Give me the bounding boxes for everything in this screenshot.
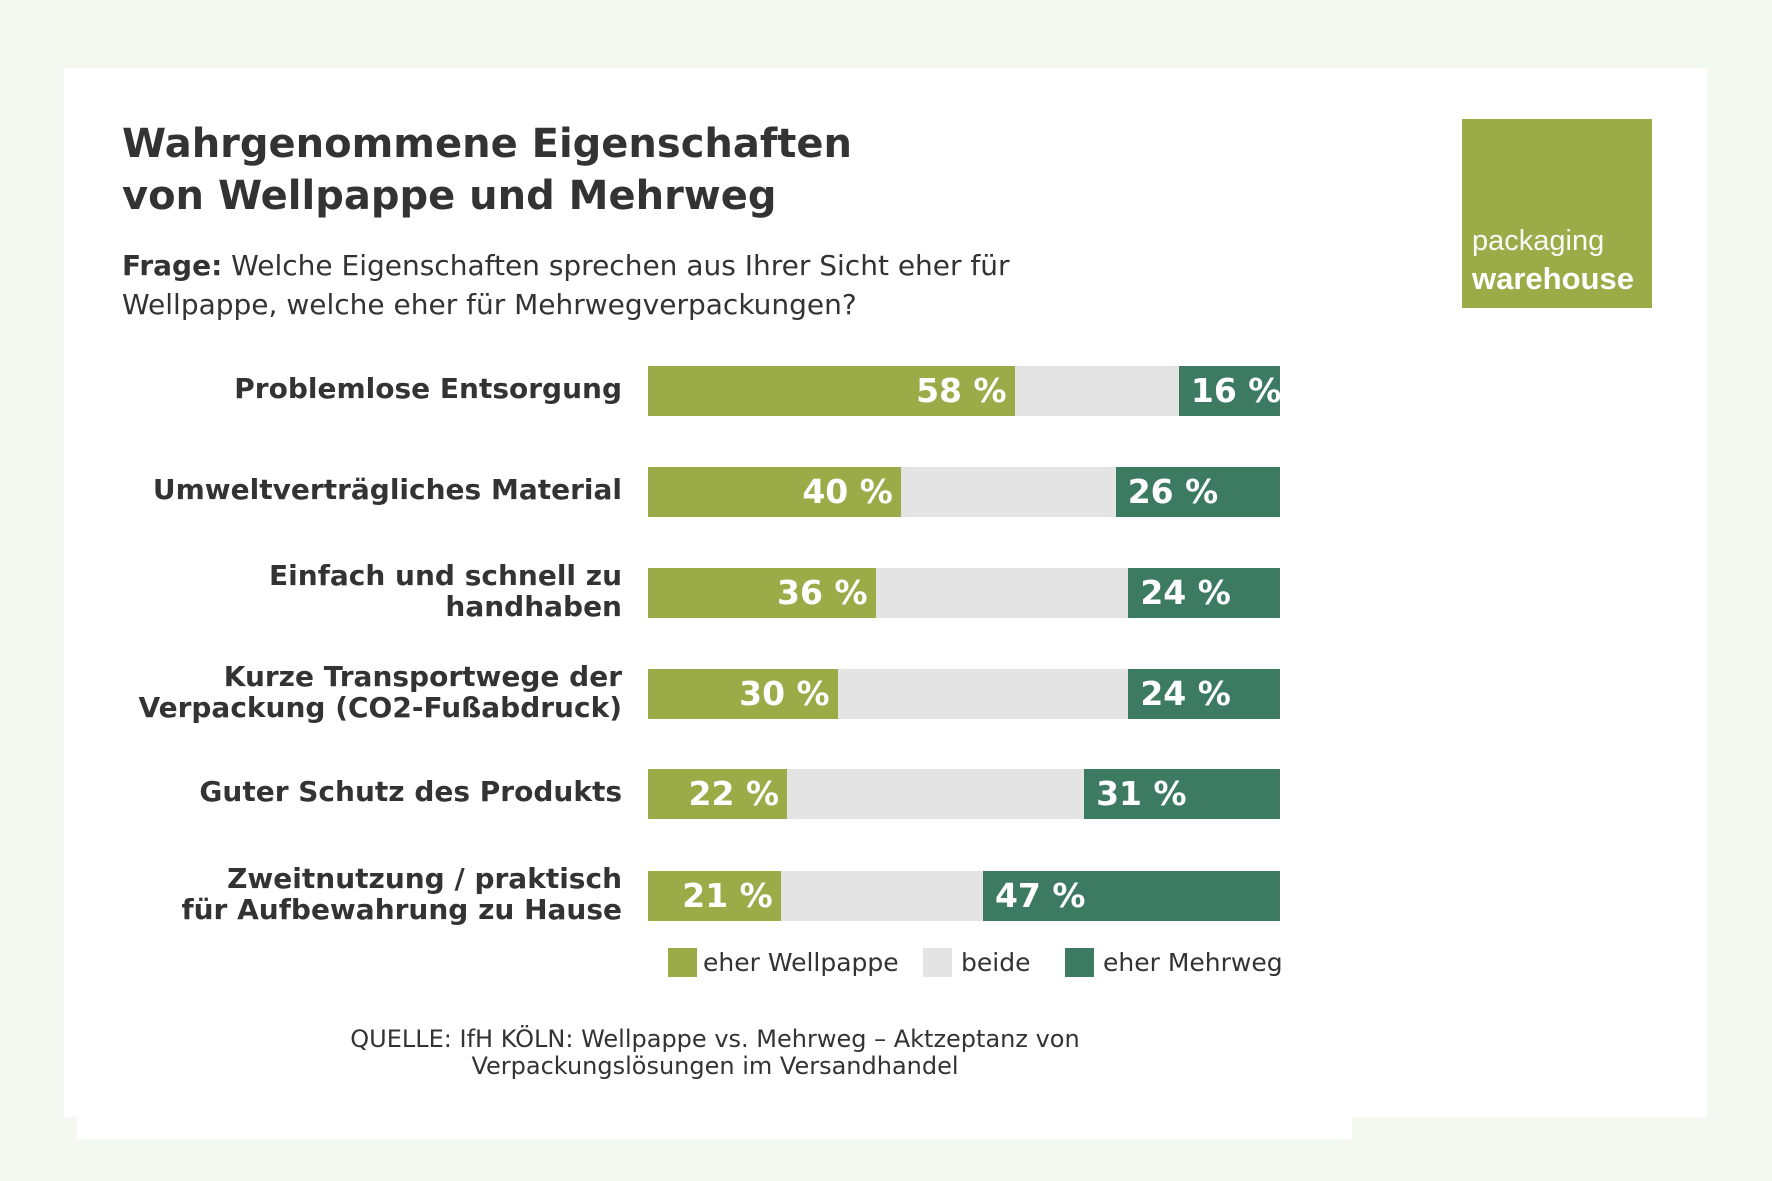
- question-text-2: Wellpappe, welche eher für Mehrwegverpac…: [122, 288, 857, 321]
- category-label: Problemlose Entsorgung: [234, 372, 622, 405]
- title-line-2: von Wellpappe und Mehrweg: [122, 173, 777, 219]
- bar-segment-mehrweg: 26 %: [1115, 467, 1280, 517]
- data-label-mehrweg: 16 %: [1190, 371, 1282, 410]
- legend-item-beide: beide: [923, 948, 1030, 977]
- source-note: QUELLE: IfH KÖLN: Wellpappe vs. Mehrweg …: [300, 1026, 1130, 1080]
- logo-line-2: warehouse: [1472, 261, 1634, 296]
- data-label-wellpappe: 30 %: [739, 674, 830, 713]
- bar-segment-wellpappe: 58 %: [648, 366, 1015, 416]
- bar-segment-beide: [787, 769, 1085, 819]
- bar-segment-wellpappe: 36 %: [648, 568, 876, 618]
- legend-label: beide: [961, 948, 1031, 977]
- packaging-warehouse-logo: packaging warehouse: [1462, 119, 1652, 308]
- legend-label: eher Mehrweg: [1103, 948, 1283, 977]
- card-shadow-strip: [77, 1110, 1352, 1139]
- bar-segment-beide: [780, 871, 983, 921]
- bar-segment-wellpappe: 30 %: [648, 669, 838, 719]
- legend-label: eher Wellpappe: [703, 948, 899, 977]
- bar-segment-beide: [837, 669, 1129, 719]
- legend-swatch-beide: [923, 948, 952, 977]
- category-label: Umweltverträgliches Material: [152, 473, 622, 506]
- bar-row: 30 % 24 %: [648, 669, 1280, 719]
- bar-row: 36 % 24 %: [648, 568, 1280, 618]
- legend-item-mehrweg: eher Mehrweg: [1065, 948, 1283, 977]
- category-label: Einfach und schnell zu handhaben: [269, 559, 622, 623]
- data-label-mehrweg: 24 %: [1140, 674, 1231, 713]
- category-label: Kurze Transportwege der Verpackung (CO2-F…: [138, 660, 622, 724]
- source-line-2: Verpackungslösungen im Versandhandel: [471, 1052, 959, 1080]
- bar-segment-wellpappe: 40 %: [648, 467, 901, 517]
- category-label: Zweitnutzung / praktisch für Aufbewahrung…: [181, 862, 622, 926]
- bar-segment-beide: [900, 467, 1116, 517]
- legend-swatch-wellpappe: [668, 948, 697, 977]
- bar-segment-mehrweg: 47 %: [982, 871, 1280, 921]
- bar-row: 40 % 26 %: [648, 467, 1280, 517]
- title-line-1: Wahrgenommene Eigenschaften: [122, 121, 853, 167]
- data-label-wellpappe: 36 %: [777, 573, 868, 612]
- category-label: Guter Schutz des Produkts: [199, 775, 622, 808]
- data-label-wellpappe: 21 %: [682, 876, 773, 915]
- bar-row: 21 % 47 %: [648, 871, 1280, 921]
- question-label: Frage:: [122, 249, 223, 282]
- bar-segment-mehrweg: 31 %: [1084, 769, 1280, 819]
- logo-line-1: packaging: [1472, 225, 1605, 257]
- bar-row: 22 % 31 %: [648, 769, 1280, 819]
- bar-segment-beide: [1014, 366, 1179, 416]
- data-label-mehrweg: 31 %: [1096, 774, 1187, 813]
- data-label-mehrweg: 47 %: [994, 876, 1086, 915]
- bar-segment-wellpappe: 22 %: [648, 769, 788, 819]
- bar-segment-mehrweg: 16 %: [1178, 366, 1282, 416]
- data-label-wellpappe: 58 %: [916, 371, 1007, 410]
- chart-title: Wahrgenommene Eigenschaften von Wellpapp…: [122, 118, 852, 222]
- legend-item-wellpappe: eher Wellpappe: [668, 948, 899, 977]
- question-text-1: Welche Eigenschaften sprechen aus Ihrer …: [222, 249, 1010, 282]
- data-label-wellpappe: 40 %: [802, 472, 893, 511]
- bar-segment-mehrweg: 24 %: [1128, 568, 1280, 618]
- bar-row: 58 % 16 %: [648, 366, 1282, 416]
- data-label-mehrweg: 24 %: [1140, 573, 1231, 612]
- bar-segment-beide: [875, 568, 1129, 618]
- legend-swatch-mehrweg: [1065, 948, 1094, 977]
- bar-segment-mehrweg: 24 %: [1128, 669, 1280, 719]
- bar-segment-wellpappe: 21 %: [648, 871, 781, 921]
- data-label-wellpappe: 22 %: [688, 774, 780, 813]
- question: Frage: Welche Eigenschaften sprechen aus…: [122, 246, 1010, 324]
- data-label-mehrweg: 26 %: [1127, 472, 1219, 511]
- source-line-1: QUELLE: IfH KÖLN: Wellpappe vs. Mehrweg …: [350, 1025, 1080, 1053]
